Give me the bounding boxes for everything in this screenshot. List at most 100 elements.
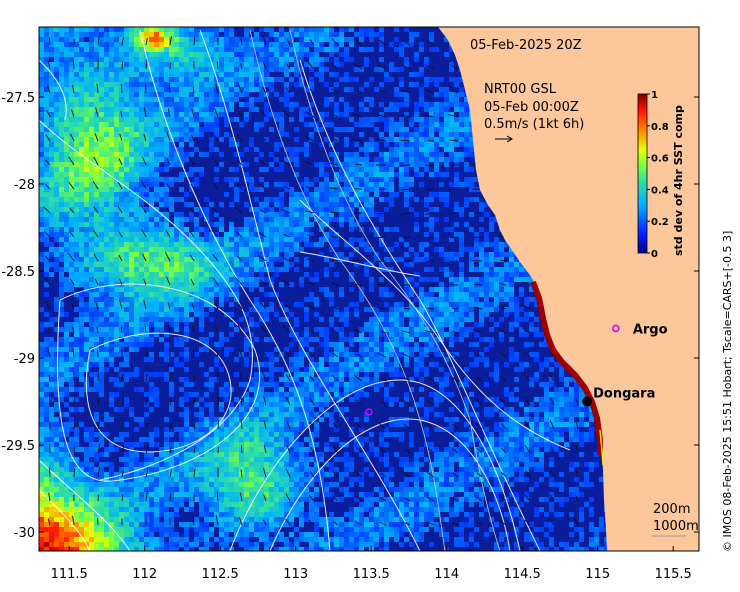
sst-cell (464, 152, 469, 157)
sst-cell (69, 62, 74, 67)
sst-cell (414, 272, 419, 277)
sst-cell (154, 232, 159, 237)
sst-cell (109, 112, 114, 117)
sst-cell (79, 297, 84, 302)
sst-cell (179, 127, 184, 132)
sst-cell (254, 197, 259, 202)
sst-cell (304, 312, 309, 317)
sst-cell (79, 237, 84, 242)
sst-cell (104, 92, 109, 97)
sst-cell (104, 62, 109, 67)
sst-cell (359, 297, 364, 302)
sst-cell (69, 47, 74, 52)
sst-cell (324, 137, 329, 142)
sst-cell (139, 167, 144, 172)
sst-cell (159, 77, 164, 82)
sst-cell (329, 202, 334, 207)
sst-cell (259, 77, 264, 82)
sst-cell (264, 47, 269, 52)
sst-cell (384, 257, 389, 262)
sst-cell (304, 257, 309, 262)
sst-cell (159, 307, 164, 312)
sst-cell (139, 192, 144, 197)
sst-cell (354, 167, 359, 172)
sst-cell (324, 177, 329, 182)
sst-cell (259, 257, 264, 262)
sst-cell (384, 162, 389, 167)
sst-cell (64, 157, 69, 162)
sst-cell (464, 302, 469, 307)
sst-cell (294, 157, 299, 162)
sst-cell (64, 212, 69, 217)
sst-cell (344, 112, 349, 117)
sst-cell (369, 187, 374, 192)
sst-cell (139, 262, 144, 267)
sst-cell (169, 252, 174, 257)
sst-cell (219, 252, 224, 257)
sst-cell (144, 207, 149, 212)
sst-cell (129, 97, 134, 102)
sst-cell (394, 192, 399, 197)
sst-cell (264, 292, 269, 297)
sst-cell (459, 132, 464, 137)
sst-cell (454, 77, 459, 82)
sst-cell (174, 217, 179, 222)
sst-cell (469, 302, 474, 307)
sst-cell (169, 162, 174, 167)
sst-cell (344, 37, 349, 42)
sst-cell (194, 217, 199, 222)
sst-cell (334, 172, 339, 177)
sst-cell (364, 202, 369, 207)
sst-cell (39, 212, 44, 217)
sst-cell (469, 267, 474, 272)
sst-cell (534, 302, 539, 307)
sst-cell (169, 132, 174, 137)
sst-cell (249, 62, 254, 67)
sst-cell (59, 197, 64, 202)
sst-cell (239, 67, 244, 72)
sst-cell (69, 132, 74, 137)
sst-cell (84, 127, 89, 132)
sst-cell (239, 87, 244, 92)
sst-cell (274, 112, 279, 117)
sst-cell (234, 167, 239, 172)
sst-cell (54, 262, 59, 267)
sst-cell (184, 297, 189, 302)
sst-cell (109, 102, 114, 107)
sst-cell (104, 177, 109, 182)
sst-cell (479, 287, 484, 292)
sst-cell (274, 147, 279, 152)
sst-cell (144, 67, 149, 72)
sst-cell (139, 52, 144, 57)
sst-cell (129, 142, 134, 147)
sst-cell (109, 182, 114, 187)
sst-cell (389, 102, 394, 107)
sst-cell (279, 192, 284, 197)
sst-cell (429, 147, 434, 152)
sst-cell (459, 207, 464, 212)
sst-cell (369, 202, 374, 207)
sst-cell (154, 147, 159, 152)
sst-cell (204, 292, 209, 297)
sst-cell (234, 257, 239, 262)
sst-cell (379, 317, 384, 322)
sst-cell (229, 142, 234, 147)
sst-cell (414, 212, 419, 217)
sst-cell (164, 312, 169, 317)
sst-cell (264, 42, 269, 47)
sst-cell (274, 232, 279, 237)
sst-cell (444, 272, 449, 277)
sst-cell (164, 187, 169, 192)
sst-cell (459, 237, 464, 242)
sst-cell (419, 287, 424, 292)
sst-cell (389, 312, 394, 317)
sst-cell (329, 192, 334, 197)
sst-cell (139, 37, 144, 42)
sst-cell (104, 272, 109, 277)
sst-cell (129, 192, 134, 197)
sst-cell (59, 27, 64, 32)
sst-cell (424, 242, 429, 247)
sst-cell (219, 52, 224, 57)
sst-cell (79, 312, 84, 317)
sst-cell (184, 217, 189, 222)
